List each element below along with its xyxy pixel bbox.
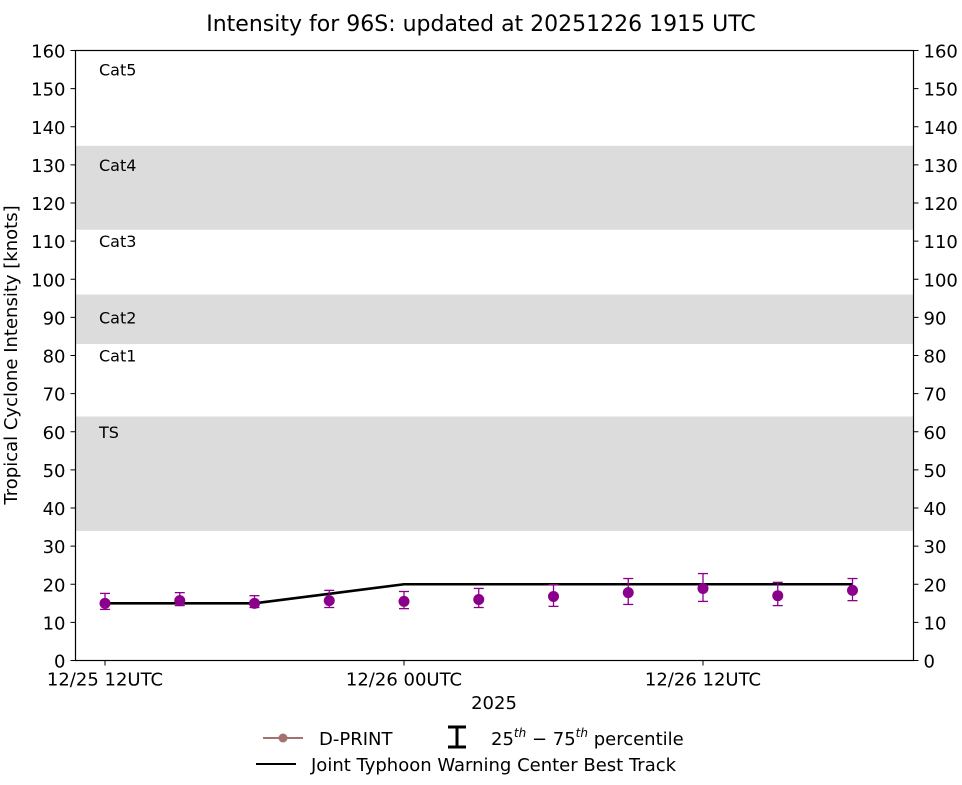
- y-tick-label: 50: [43, 461, 66, 482]
- y-tick-label: 70: [43, 385, 66, 406]
- y-tick-label: 20: [43, 575, 66, 596]
- y-tick-label: 150: [31, 80, 65, 101]
- x-tick-label: 12/26 00UTC: [346, 670, 462, 691]
- dprint-point: [847, 584, 858, 596]
- legend-percentile-label: 25th − 75th percentile: [491, 726, 684, 750]
- category-label-cat1: Cat1: [99, 347, 136, 366]
- dprint-point: [323, 595, 335, 607]
- best-track-series: [105, 582, 853, 605]
- y-tick-label: 80: [43, 347, 66, 368]
- band-cat2: [75, 294, 914, 345]
- y-tick-label: 120: [31, 194, 65, 215]
- dprint-point: [249, 597, 260, 609]
- dprint-point: [174, 595, 186, 607]
- y-tick-label-right: 50: [924, 461, 947, 482]
- chart-title: Intensity for 96S: updated at 20251226 1…: [206, 12, 756, 37]
- category-label-cat4: Cat4: [99, 156, 136, 175]
- category-label-cat5: Cat5: [99, 61, 136, 80]
- y-tick-label-right: 100: [924, 270, 958, 291]
- legend-dprint-label: D-PRINT: [319, 729, 393, 750]
- x-axis: 12/25 12UTC 12/26 00UTC 12/26 12UTC: [47, 660, 761, 691]
- y-tick-label: 140: [31, 118, 65, 139]
- y-tick-label-right: 150: [924, 80, 958, 101]
- dprint-point: [622, 587, 634, 599]
- best-track-line: [105, 582, 853, 605]
- y-tick-label-right: 130: [924, 156, 958, 177]
- y-tick-label-right: 10: [924, 613, 947, 634]
- y-tick-label-right: 110: [924, 232, 958, 253]
- y-tick-label-right: 80: [924, 347, 947, 368]
- y-tick-label: 130: [31, 156, 65, 177]
- y-tick-label-right: 90: [924, 308, 947, 329]
- category-label-ts: TS: [98, 423, 119, 442]
- dprint-point: [398, 595, 410, 607]
- y-tick-label: 10: [43, 613, 66, 634]
- y-tick-label-right: 70: [924, 385, 947, 406]
- category-label-cat3: Cat3: [99, 232, 136, 251]
- y-tick-label: 60: [43, 423, 66, 444]
- y-tick-label: 100: [31, 270, 65, 291]
- y-tick-label: 160: [31, 42, 65, 63]
- category-bands: [75, 145, 914, 531]
- legend-besttrack-label: Joint Typhoon Warning Center Best Track: [310, 755, 677, 776]
- category-label-cat2: Cat2: [99, 308, 136, 327]
- y-tick-label: 90: [43, 308, 66, 329]
- y-tick-label-right: 40: [924, 499, 947, 520]
- category-labels: TS Cat1 Cat2 Cat3 Cat4 Cat5: [98, 61, 136, 442]
- dprint-series: [99, 572, 858, 611]
- y-tick-label-right: 60: [924, 423, 947, 444]
- legend-dprint-marker-icon: [278, 733, 288, 743]
- y-tick-label: 30: [43, 537, 66, 558]
- y-tick-label-right: 30: [924, 537, 947, 558]
- band-ts: [75, 416, 914, 531]
- legend: D-PRINT 25th − 75th percentile Joint Typ…: [256, 725, 684, 776]
- band-cat4: [75, 145, 914, 230]
- y-tick-label-right: 0: [924, 652, 935, 673]
- dprint-point: [697, 582, 709, 594]
- x-axis-label: 2025: [471, 693, 517, 714]
- y-tick-label: 0: [54, 652, 65, 673]
- y-tick-label-right: 120: [924, 194, 958, 215]
- y-axis-left: 0 10 20 30 40 50 60 70 80 90 100 110 120 130 140 150 160: [31, 42, 76, 673]
- plot-frame: [74, 49, 915, 662]
- y-tick-label-right: 20: [924, 575, 947, 596]
- y-tick-label-right: 140: [924, 118, 958, 139]
- x-tick-label: 12/25 12UTC: [47, 670, 163, 691]
- y-tick-label: 110: [31, 232, 65, 253]
- y-tick-label: 40: [43, 499, 66, 520]
- dprint-point: [473, 594, 485, 605]
- y-axis-label: Tropical Cyclone Intensity [knots]: [1, 205, 22, 505]
- y-tick-label-right: 160: [924, 42, 958, 63]
- dprint-point: [772, 590, 784, 602]
- x-tick-label: 12/26 12UTC: [645, 670, 761, 691]
- legend-errorbar-icon: [448, 725, 466, 749]
- y-axis-right: 0 10 20 30 40 50 60 70 80 90 100 110 120 130 140 150 160: [913, 42, 958, 673]
- dprint-point: [548, 590, 559, 602]
- dprint-point: [99, 597, 111, 609]
